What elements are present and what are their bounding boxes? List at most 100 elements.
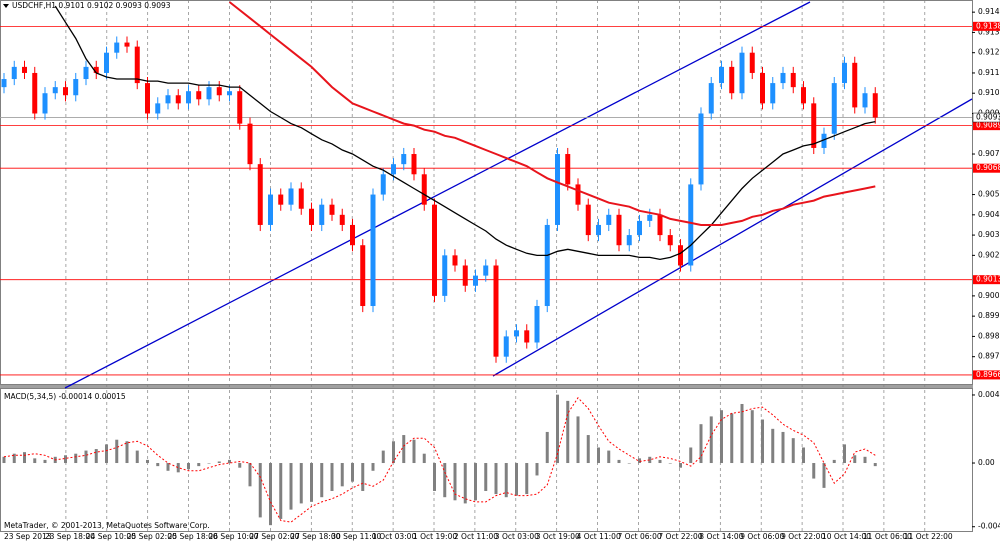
macd-bar — [217, 461, 221, 464]
level-label: 0.8966 — [976, 370, 1000, 379]
macd-bar — [2, 456, 6, 464]
candle-body — [432, 204, 437, 296]
level-badge — [973, 21, 1000, 31]
candle-body — [421, 174, 427, 205]
candle-body — [309, 208, 314, 225]
candle-body — [596, 224, 601, 236]
macd-bar — [74, 453, 78, 464]
macd-bar — [371, 463, 375, 471]
macd-bar — [515, 463, 518, 496]
candle-body — [821, 133, 827, 148]
macd-bar — [258, 463, 262, 518]
level-badge — [973, 275, 1000, 285]
y-tick-label: 0.9105 — [978, 88, 1000, 97]
macd-bar — [484, 463, 488, 491]
candle-body — [462, 265, 468, 286]
candle-body — [104, 52, 109, 73]
level-badge — [973, 370, 1000, 380]
x-tick-label: 9 Oct 22:00 — [781, 532, 825, 541]
macd-bar — [853, 455, 857, 464]
candle-body — [247, 123, 253, 165]
candle-body — [155, 103, 161, 114]
x-tick-label: 4 Oct 11:00 — [577, 532, 621, 541]
macd-bar — [453, 463, 457, 501]
candle-body — [811, 103, 817, 148]
macd-bar — [289, 463, 293, 510]
chart-title: USDCHF,H1 0.9101 0.9102 0.9093 0.9093 — [12, 1, 171, 10]
macd-bar — [556, 394, 559, 464]
candle-body — [606, 214, 612, 225]
candle-body — [370, 194, 376, 307]
macd-bar — [709, 416, 713, 464]
x-tick-label: 3 Oct 19:00 — [536, 532, 580, 541]
macd-bar — [771, 428, 775, 464]
macd-bar — [494, 463, 498, 495]
macd-bar — [463, 463, 467, 504]
macd-bar — [504, 463, 508, 498]
candle-body — [227, 91, 232, 96]
candle-body — [401, 154, 407, 165]
macd-bar — [94, 449, 98, 464]
candle-body — [175, 95, 181, 104]
candle-body — [493, 265, 499, 357]
macd-bar — [843, 444, 846, 464]
candle-body — [585, 204, 591, 236]
y-tick-label: 0.9005 — [978, 291, 1000, 300]
candle-body — [11, 66, 17, 80]
candle-body — [862, 93, 868, 108]
x-tick-label: 23 Sep 18:00 — [45, 532, 95, 541]
candle-body — [380, 174, 386, 195]
candle-body — [575, 184, 581, 205]
channel-line — [492, 98, 973, 377]
candle-body — [196, 91, 202, 100]
x-tick-label: 23 Sep 2013 — [4, 532, 52, 541]
macd-tick-label: 0.00 — [978, 458, 995, 467]
macd-bar — [638, 458, 641, 464]
macd-bar — [166, 463, 170, 471]
candle-body — [339, 214, 345, 225]
macd-bar — [525, 463, 529, 495]
macd-bar — [433, 463, 436, 491]
candle-body — [852, 62, 858, 108]
macd-bar — [125, 441, 129, 464]
macd-bar — [361, 463, 365, 491]
candle-body — [52, 87, 58, 94]
macd-bar — [23, 452, 26, 464]
macd-title: MACD(5,34,5) -0.00014 0.00015 — [4, 392, 126, 401]
macd-bar — [64, 455, 67, 464]
candle-body — [73, 79, 79, 96]
macd-tick-label: -0.0041 — [978, 522, 1000, 531]
macd-bar — [176, 463, 180, 473]
x-tick-label: 8 Oct 14:00 — [699, 532, 743, 541]
y-tick-label: 0.9075 — [978, 149, 1000, 158]
level-label: 0.9089 — [976, 121, 1000, 130]
candle-body — [206, 87, 212, 100]
candle-body — [411, 154, 417, 175]
macd-bar — [33, 458, 37, 464]
candle-body — [42, 93, 48, 114]
candle-body — [298, 188, 304, 209]
macd-pane — [0, 388, 973, 532]
x-tick-label: 10 Oct 14:00 — [822, 532, 871, 541]
y-tick-label: 0.9115 — [978, 68, 1000, 77]
pane-separator — [0, 385, 973, 388]
x-tick-label: 7 Oct 06:00 — [618, 532, 662, 541]
x-tick-label: 25 Sep 02:00 — [127, 532, 177, 541]
candle-body — [452, 255, 458, 266]
macd-bar — [135, 450, 139, 464]
macd-bar — [105, 444, 108, 464]
x-tick-label: 27 Sep 18:00 — [290, 532, 340, 541]
macd-bar — [84, 450, 88, 464]
macd-bar — [351, 463, 354, 482]
macd-bar — [535, 463, 539, 476]
symbol-icon — [3, 4, 9, 8]
x-tick-label: 3 Oct 03:00 — [495, 532, 539, 541]
y-tick-label: 0.8975 — [978, 352, 1000, 361]
candle-body — [514, 330, 519, 337]
x-tick-label: 9 Oct 06:00 — [740, 532, 784, 541]
macd-bar — [576, 416, 580, 464]
candle-body — [1, 79, 7, 88]
x-tick-label: 7 Oct 22:00 — [658, 532, 702, 541]
candle-body — [729, 66, 735, 94]
